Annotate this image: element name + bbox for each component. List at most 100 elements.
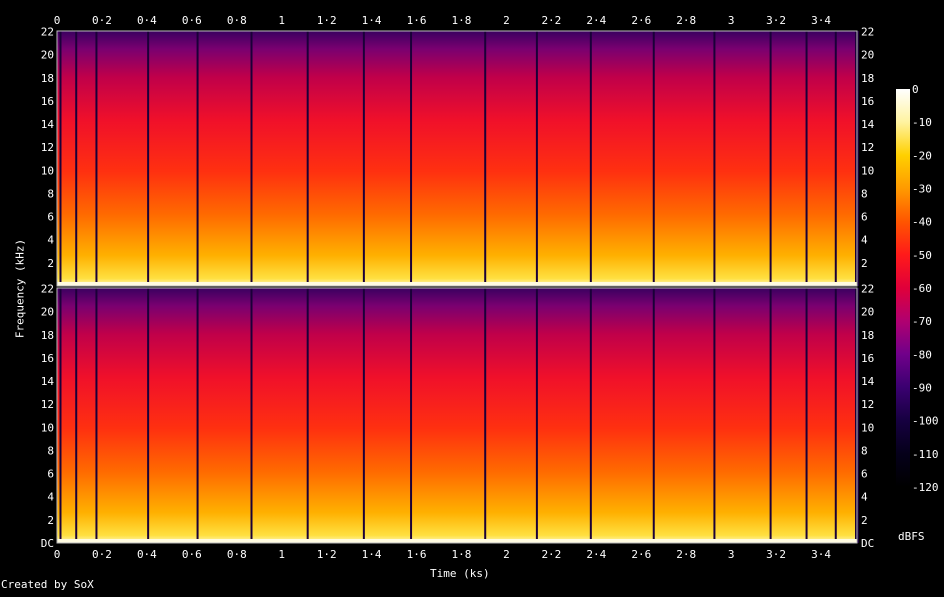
spectrogram-segment (149, 288, 199, 543)
y-tick-label-left: 8 (47, 444, 54, 457)
axes: 0 0 0·2 0·2 0·4 0·4 0·6 0·6 0·8 0·8 1 1 1·2 1·2 1·4 1·4… (41, 14, 875, 561)
colorbar-tick-label: -40 (912, 216, 932, 229)
x-tick-label-bottom: 0·8 (227, 548, 247, 561)
y-tick-label-left: 12 (41, 141, 54, 154)
spectrogram-channel-2 (57, 288, 859, 543)
x-tick-label-bottom: 3 (728, 548, 735, 561)
y-tick-label-left: 20 (41, 49, 54, 62)
x-tick-label-top: 1·8 (452, 14, 472, 27)
spectrogram-channel-1 (57, 31, 859, 286)
y-tick-label-right: 6 (861, 468, 868, 481)
y-tick-label-right: 16 (861, 95, 874, 108)
spectrogram-segment (412, 288, 487, 543)
spectrogram-segment (836, 31, 857, 286)
y-tick-label-right: 6 (861, 211, 868, 224)
x-tick-label-top: 0·6 (182, 14, 202, 27)
spectrogram-segment (771, 31, 808, 286)
spectrogram-segment (715, 31, 772, 286)
y-tick-label-left: DC (41, 537, 54, 550)
spectrogram-segment (77, 31, 98, 286)
spectrogram-segment (149, 31, 199, 286)
spectrogram-segment (252, 288, 309, 543)
plot-frame-top (56, 30, 858, 287)
y-tick-label-right: 18 (861, 72, 874, 85)
spectrogram-segment (364, 31, 413, 286)
spectrogram-segment (771, 288, 808, 543)
y-tick-label-right: 10 (861, 164, 874, 177)
spectrogram-segment (486, 288, 538, 543)
spectrogram-segment (654, 288, 716, 543)
spectrogram-segment (308, 288, 365, 543)
y-tick-label-left: 14 (41, 118, 55, 131)
x-tick-label-bottom: 0·4 (137, 548, 157, 561)
x-tick-label-top: 3 (728, 14, 735, 27)
y-tick-label-left: 4 (47, 234, 54, 247)
plot-frame-bottom (56, 287, 858, 544)
x-tick-label-top: 0·2 (92, 14, 112, 27)
spectrogram-segment (57, 31, 62, 286)
spectrogram-segment (537, 288, 592, 543)
y-tick-label-right: 16 (861, 352, 874, 365)
y-tick-label-left: 2 (47, 514, 54, 527)
y-tick-label-left: 2 (47, 257, 54, 270)
dc-band (57, 282, 857, 286)
y-tick-label-right: DC (861, 537, 874, 550)
colorbar-tick-label: -100 (912, 415, 939, 428)
y-tick-label-left: 20 (41, 306, 54, 319)
spectrogram-segment (61, 31, 78, 286)
spectrogram-segment (308, 31, 365, 286)
spectrogram-segment (97, 31, 150, 286)
y-tick-label-right: 8 (861, 187, 868, 200)
colorbar-label: dBFS (898, 530, 925, 543)
x-tick-label-bottom: 1·2 (317, 548, 337, 561)
colorbar-gradient (896, 89, 910, 487)
spectrogram-segment (57, 288, 62, 543)
x-tick-label-top: 2·8 (676, 14, 696, 27)
y-tick-label-right: 18 (861, 329, 874, 342)
y-tick-label-right: 14 (861, 118, 875, 131)
colorbar-tick-label: -90 (912, 382, 932, 395)
x-tick-label-bottom: 2·6 (631, 548, 651, 561)
spectrogram-segment (77, 288, 98, 543)
x-tick-label-top: 1·4 (362, 14, 382, 27)
spectrogram-segment (807, 288, 837, 543)
spectrogram-segment (807, 31, 837, 286)
x-tick-label-bottom: 1·4 (362, 548, 382, 561)
spectrogram-segment (591, 31, 655, 286)
colorbar-tick-label: -30 (912, 183, 932, 196)
y-tick-label-left: 18 (41, 329, 54, 342)
colorbar-tick-label: -50 (912, 249, 932, 262)
spectrogram-segment (364, 288, 413, 543)
x-tick-label-top: 2·6 (631, 14, 651, 27)
spectrogram-segment (715, 288, 772, 543)
colorbar-tick-label: -10 (912, 116, 932, 129)
x-tick-label-top: 2 (503, 14, 510, 27)
colorbar-tick-label: -20 (912, 149, 932, 162)
x-tick-label-bottom: 2·2 (541, 548, 561, 561)
y-tick-label-right: 14 (861, 375, 875, 388)
x-tick-label-top: 0·8 (227, 14, 247, 27)
spectrogram-segment (412, 31, 487, 286)
y-tick-label-left: 6 (47, 211, 54, 224)
x-tick-label-top: 2·4 (586, 14, 606, 27)
y-tick-label-right: 20 (861, 306, 874, 319)
x-tick-label-top: 3·4 (811, 14, 831, 27)
x-tick-label-top: 3·2 (766, 14, 786, 27)
x-tick-label-bottom: 3·2 (766, 548, 786, 561)
y-tick-label-left: 14 (41, 375, 55, 388)
spectrogram-segment (486, 31, 538, 286)
spectrogram-segment (61, 288, 78, 543)
x-tick-label-bottom: 2 (503, 548, 510, 561)
dc-band (57, 539, 857, 543)
colorbar-tick-label: -60 (912, 282, 932, 295)
x-tick-label-bottom: 0·2 (92, 548, 112, 561)
spectrogram-segment (97, 288, 150, 543)
colorbar-tick-label: 0 (912, 83, 919, 96)
y-tick-label-left: 18 (41, 72, 54, 85)
y-tick-label-right: 10 (861, 421, 874, 434)
spectrogram-segment (198, 31, 253, 286)
y-tick-label-right: 4 (861, 491, 868, 504)
spectrogram-segment (252, 31, 309, 286)
y-tick-label-right: 12 (861, 141, 874, 154)
